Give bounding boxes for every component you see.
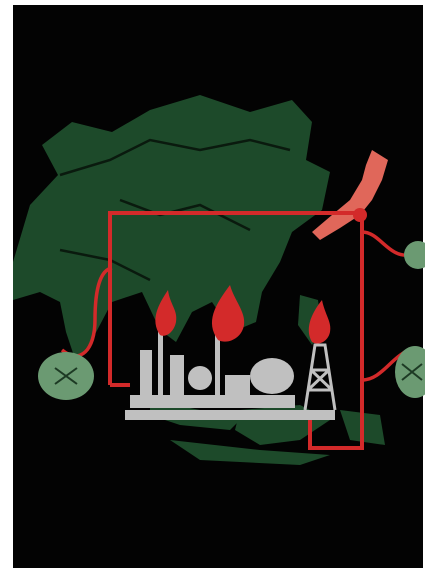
route xyxy=(108,211,364,450)
tank xyxy=(250,358,294,394)
pipes xyxy=(130,395,295,408)
money-bag xyxy=(395,346,425,398)
tower xyxy=(140,350,152,395)
money-bag-mark xyxy=(401,363,423,381)
stack xyxy=(158,330,163,395)
money-bag xyxy=(404,241,425,269)
tank xyxy=(188,366,212,390)
ground xyxy=(125,410,335,420)
stack xyxy=(215,335,220,395)
flame xyxy=(155,290,177,336)
japan xyxy=(312,150,388,240)
building xyxy=(225,375,250,395)
flame xyxy=(211,285,245,342)
derrick-frame xyxy=(303,343,337,411)
flame xyxy=(308,300,331,344)
continent xyxy=(13,95,330,362)
island xyxy=(170,440,330,465)
tower xyxy=(170,355,184,395)
refinery xyxy=(125,330,335,420)
money-bag-mark xyxy=(54,367,78,385)
node xyxy=(353,208,367,222)
derrick xyxy=(303,343,337,411)
